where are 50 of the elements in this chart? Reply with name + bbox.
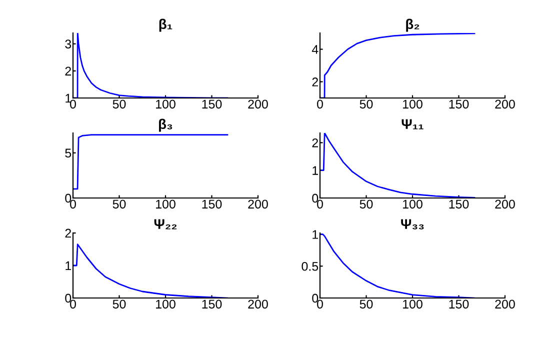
x-tick-label: 50	[112, 100, 126, 109]
y-tick-label: 5	[65, 148, 72, 158]
x-tick-label: 150	[202, 200, 222, 209]
x-tick-label: 50	[112, 300, 126, 309]
x-tick-label: 200	[495, 100, 515, 109]
chart-title: β₂	[406, 18, 420, 32]
y-tick-label: 2	[312, 138, 318, 148]
x-tick-label: 100	[403, 200, 422, 209]
x-tick-label: 150	[449, 100, 469, 109]
x-tick-label: 200	[495, 200, 515, 209]
x-tick-label: 100	[403, 100, 422, 109]
x-tick-label: 50	[112, 200, 126, 209]
line-series	[320, 133, 476, 198]
line-series	[73, 244, 228, 298]
x-tick-label: 50	[360, 300, 373, 309]
y-tick-label: 2	[65, 228, 71, 238]
x-tick-label: 150	[449, 300, 469, 309]
y-tick-label: 1	[66, 261, 71, 270]
y-tick-label: 1	[312, 166, 318, 175]
x-tick-label: 200	[248, 100, 268, 109]
line-series	[320, 234, 476, 298]
y-tick-label: 4	[312, 45, 318, 54]
line-series	[73, 134, 228, 190]
x-tick-label: 100	[156, 300, 176, 309]
y-tick-label: 0.5	[302, 262, 318, 271]
x-tick-label: 200	[248, 300, 268, 309]
y-tick-label: 3	[65, 40, 72, 48]
y-tick-label: 0	[65, 194, 72, 203]
x-tick-label: 50	[360, 100, 373, 109]
x-tick-label: 100	[403, 300, 422, 309]
y-tick-label: 1	[66, 94, 71, 103]
y-tick-label: 0	[312, 294, 318, 303]
y-tick-label: 0	[65, 294, 72, 303]
x-tick-label: 200	[495, 300, 515, 309]
x-tick-label: 100	[156, 200, 176, 209]
y-tick-label: 2	[312, 78, 318, 86]
chart-title: Ψ₃₃	[401, 219, 424, 230]
x-tick-label: 200	[248, 200, 268, 209]
y-tick-label: 1	[312, 230, 318, 239]
chart-title: β₁	[159, 18, 172, 32]
chart-title: β₃	[159, 118, 172, 132]
x-tick-label: 150	[202, 300, 222, 309]
x-tick-label: 50	[360, 200, 373, 209]
x-tick-label: 150	[202, 100, 222, 109]
chart-title: Ψ₁₁	[402, 119, 424, 130]
x-tick-label: 150	[449, 200, 469, 209]
y-tick-label: 0	[312, 194, 318, 203]
x-tick-label: 100	[156, 100, 176, 109]
chart-title: Ψ₂₂	[154, 219, 177, 230]
y-tick-label: 2	[65, 66, 71, 76]
